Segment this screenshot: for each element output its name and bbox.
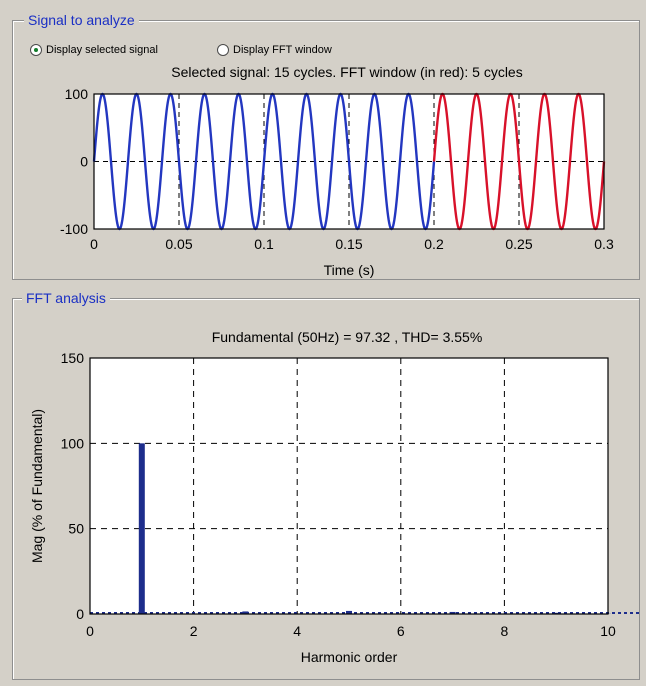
signal-ytick-label: 100 bbox=[65, 86, 89, 102]
signal-ytick-label: -100 bbox=[60, 221, 88, 237]
fft-xtick-label: 6 bbox=[397, 623, 405, 639]
fft-bar bbox=[242, 611, 249, 614]
fft-ytick-label: 0 bbox=[76, 606, 84, 622]
display-selected-signal-radio[interactable]: Display selected signal bbox=[30, 44, 158, 56]
fft-window-series-line bbox=[432, 92, 606, 231]
display-selected-signal-label: Display selected signal bbox=[46, 44, 158, 56]
fft-bar bbox=[138, 443, 145, 614]
fft-ytick-label: 150 bbox=[61, 350, 85, 366]
fft-panel bbox=[12, 298, 640, 680]
signal-series-line bbox=[92, 92, 436, 231]
radio-unchecked-icon bbox=[217, 44, 229, 56]
display-fft-window-radio[interactable]: Display FFT window bbox=[217, 44, 332, 56]
fft-bar bbox=[346, 610, 352, 614]
signal-plot-title: Selected signal: 15 cycles. FFT window (… bbox=[171, 64, 522, 80]
fft-xtick-label: 4 bbox=[293, 623, 301, 639]
fft-panel-title: FFT analysis bbox=[22, 289, 110, 307]
signal-xtick-label: 0.05 bbox=[165, 236, 192, 252]
signal-panel-title: Signal to analyze bbox=[24, 11, 139, 29]
fft-axes-frame bbox=[89, 357, 609, 615]
signal-xlabel: Time (s) bbox=[324, 262, 375, 278]
fft-plot-title: Fundamental (50Hz) = 97.32 , THD= 3.55% bbox=[212, 329, 483, 345]
fft-ytick-label: 50 bbox=[68, 521, 84, 537]
fft-ytick-label: 100 bbox=[61, 435, 85, 451]
fft-axes-background bbox=[90, 358, 608, 614]
signal-xtick-label: 0.15 bbox=[335, 236, 362, 252]
fft-xtick-label: 10 bbox=[600, 623, 616, 639]
signal-ytick-label: 0 bbox=[80, 154, 88, 170]
signal-xtick-label: 0 bbox=[90, 236, 98, 252]
signal-xtick-label: 0.3 bbox=[594, 236, 614, 252]
fft-bar bbox=[449, 611, 456, 614]
fft-xtick-label: 0 bbox=[86, 623, 94, 639]
fft-ylabel: Mag (% of Fundamental) bbox=[29, 409, 45, 563]
fft-xlabel: Harmonic order bbox=[301, 649, 398, 665]
signal-xtick-label: 0.25 bbox=[505, 236, 532, 252]
signal-xtick-label: 0.2 bbox=[424, 236, 444, 252]
fft-xtick-label: 2 bbox=[190, 623, 198, 639]
signal-xtick-label: 0.1 bbox=[254, 236, 274, 252]
signal-panel bbox=[12, 20, 640, 280]
display-fft-window-label: Display FFT window bbox=[233, 44, 332, 56]
radio-checked-icon bbox=[30, 44, 42, 56]
fft-xtick-label: 8 bbox=[501, 623, 509, 639]
signal-axes-frame bbox=[93, 93, 605, 230]
